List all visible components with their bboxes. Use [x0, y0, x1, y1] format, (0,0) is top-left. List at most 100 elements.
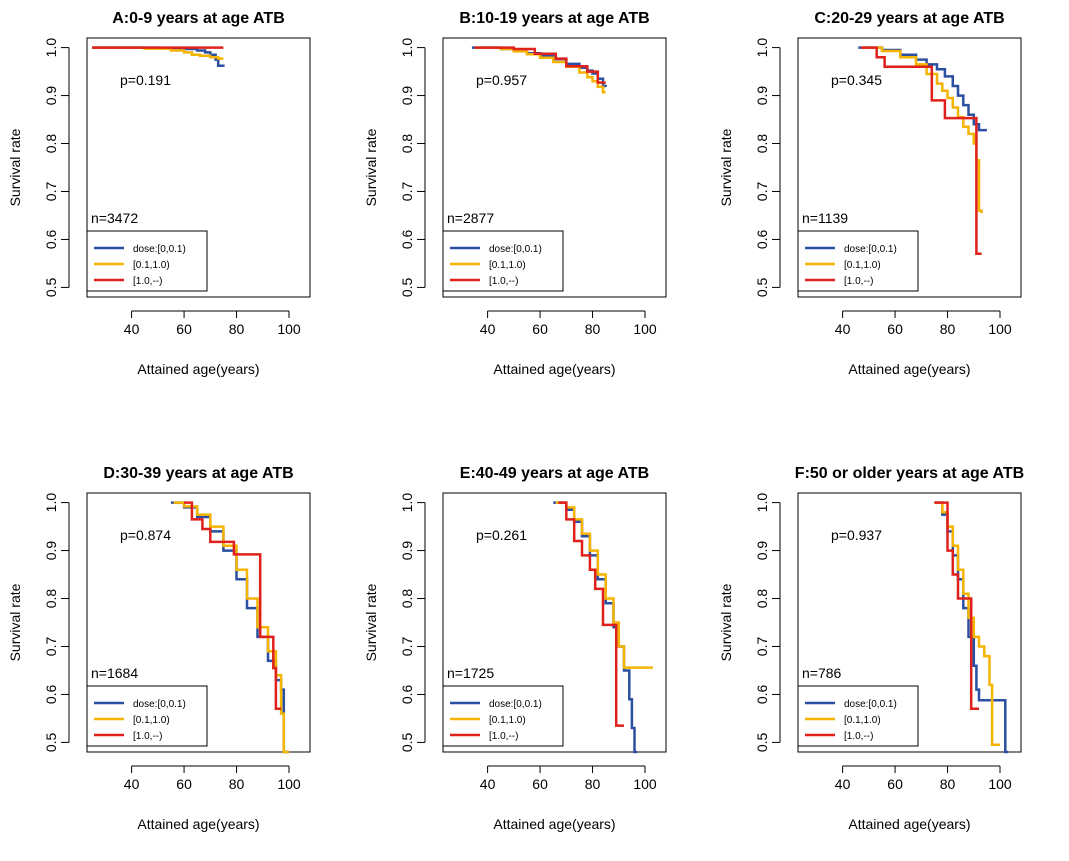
y-tick-label: 0.6 [399, 685, 415, 705]
x-axis-label: Attained age(years) [137, 361, 259, 377]
legend: dose:[0,0.1) [0.1,1.0) [1.0,--) [86, 230, 208, 292]
panel-title: D:30-39 years at age ATB [103, 465, 293, 482]
y-tick-label: 0.9 [399, 86, 415, 106]
y-axis-label: Survival rate [363, 128, 379, 206]
legend-entry: dose:[0,0.1) [133, 699, 186, 710]
y-tick-label: 0.7 [754, 182, 770, 202]
y-tick-label: 0.8 [754, 134, 770, 154]
x-axis-label: Attained age(years) [848, 816, 970, 832]
panel-title: B:10-19 years at age ATB [459, 10, 649, 27]
survival-curve-series-3 [934, 501, 979, 711]
y-tick-label: 0.8 [754, 589, 770, 609]
y-tick-label: 1.0 [754, 493, 770, 513]
panel-title: A:0-9 years at age ATB [112, 10, 285, 27]
y-tick-label: 0.9 [399, 541, 415, 561]
y-tick-label: 0.9 [43, 86, 59, 106]
x-tick-label: 80 [940, 776, 956, 792]
legend-entry: dose:[0,0.1) [133, 244, 186, 255]
x-tick-label: 80 [940, 321, 956, 337]
legend-entry: [1.0,--) [133, 731, 162, 742]
legend: dose:[0,0.1) [0.1,1.0) [1.0,--) [442, 685, 564, 747]
legend-entry: [0.1,1.0) [133, 715, 170, 726]
n-count-annotation: n=2877 [447, 210, 494, 226]
panel-title: E:40-49 years at age ATB [460, 465, 649, 482]
y-axis-label: Survival rate [718, 128, 734, 206]
y-axis-label: Survival rate [363, 583, 379, 661]
x-tick-label: 60 [532, 776, 548, 792]
x-tick-label: 100 [633, 776, 657, 792]
legend-entry: [0.1,1.0) [489, 260, 526, 271]
y-tick-label: 0.6 [43, 685, 59, 705]
y-tick-label: 0.7 [754, 637, 770, 657]
legend-entry: dose:[0,0.1) [844, 244, 897, 255]
n-count-annotation: n=1139 [802, 210, 848, 226]
legend-entry: [1.0,--) [133, 276, 162, 287]
y-tick-label: 0.6 [754, 685, 770, 705]
plot-frame [86, 492, 311, 753]
x-tick-label: 80 [585, 776, 601, 792]
survival-curve-series-2 [173, 501, 289, 754]
p-value-annotation: p=0.261 [476, 527, 527, 543]
y-tick-label: 0.6 [399, 230, 415, 250]
x-tick-label: 100 [988, 321, 1012, 337]
y-tick-label: 1.0 [43, 38, 59, 58]
survival-curve-series-2 [555, 501, 653, 669]
y-tick-label: 0.9 [754, 541, 770, 561]
plot-frame [442, 492, 667, 753]
panel-f: F:50 or older years at age ATB 0.5 0.6 0.7 0… [718, 465, 1024, 832]
n-count-annotation: n=1725 [447, 665, 494, 681]
y-tick-label: 0.7 [399, 182, 415, 202]
panel-d: D:30-39 years at age ATB 0.5 0.6 0.7 0.8 0.9 1… [7, 465, 311, 832]
survival-curve-series-3 [861, 46, 982, 256]
y-tick-label: 0.5 [43, 732, 59, 752]
legend-entry: [0.1,1.0) [844, 715, 881, 726]
y-tick-label: 0.5 [399, 732, 415, 752]
legend: dose:[0,0.1) [0.1,1.0) [1.0,--) [797, 230, 919, 292]
x-tick-label: 40 [835, 321, 851, 337]
survival-curve-series-3 [184, 501, 282, 711]
panel-title: C:20-29 years at age ATB [814, 10, 1004, 27]
y-tick-label: 0.8 [43, 134, 59, 154]
legend: dose:[0,0.1) [0.1,1.0) [1.0,--) [797, 685, 919, 747]
survival-curve-series-1 [92, 46, 225, 68]
x-tick-label: 80 [229, 776, 245, 792]
p-value-annotation: p=0.345 [831, 72, 882, 88]
x-tick-label: 40 [124, 321, 140, 337]
y-axis-label: Survival rate [7, 128, 23, 206]
panel-a: A:0-9 years at age ATB 0.5 0.6 0.7 0.8 0.9 1.0… [7, 10, 311, 377]
y-axis-label: Survival rate [7, 583, 23, 661]
survival-curve-series-2 [934, 501, 1000, 747]
y-tick-label: 0.5 [754, 277, 770, 297]
y-tick-label: 0.8 [399, 589, 415, 609]
y-tick-label: 0.8 [43, 589, 59, 609]
legend-entry: [1.0,--) [844, 731, 873, 742]
y-tick-label: 0.7 [43, 182, 59, 202]
plot-frame [797, 492, 1022, 753]
y-tick-label: 0.9 [754, 86, 770, 106]
y-tick-label: 1.0 [43, 493, 59, 513]
legend-entry: [0.1,1.0) [133, 260, 170, 271]
y-tick-label: 0.5 [43, 277, 59, 297]
x-tick-label: 100 [277, 776, 301, 792]
y-tick-label: 1.0 [754, 38, 770, 58]
x-tick-label: 40 [480, 776, 496, 792]
n-count-annotation: n=3472 [91, 210, 138, 226]
x-axis-label: Attained age(years) [848, 361, 970, 377]
legend: dose:[0,0.1) [0.1,1.0) [1.0,--) [442, 230, 564, 292]
plot-frame [86, 37, 311, 298]
y-tick-label: 0.6 [754, 230, 770, 250]
x-tick-label: 80 [229, 321, 245, 337]
x-tick-label: 60 [887, 321, 903, 337]
legend-entry: [1.0,--) [489, 276, 518, 287]
x-tick-label: 60 [176, 776, 192, 792]
legend-entry: dose:[0,0.1) [489, 244, 542, 255]
plot-frame [442, 37, 667, 298]
panel-c: C:20-29 years at age ATB 0.5 0.6 0.7 0.8 0.9 1… [718, 10, 1022, 377]
legend-entry: [1.0,--) [844, 276, 873, 287]
legend-entry: [0.1,1.0) [489, 715, 526, 726]
x-tick-label: 40 [124, 776, 140, 792]
x-tick-label: 60 [887, 776, 903, 792]
p-value-annotation: p=0.191 [120, 72, 171, 88]
y-tick-label: 1.0 [399, 493, 415, 513]
